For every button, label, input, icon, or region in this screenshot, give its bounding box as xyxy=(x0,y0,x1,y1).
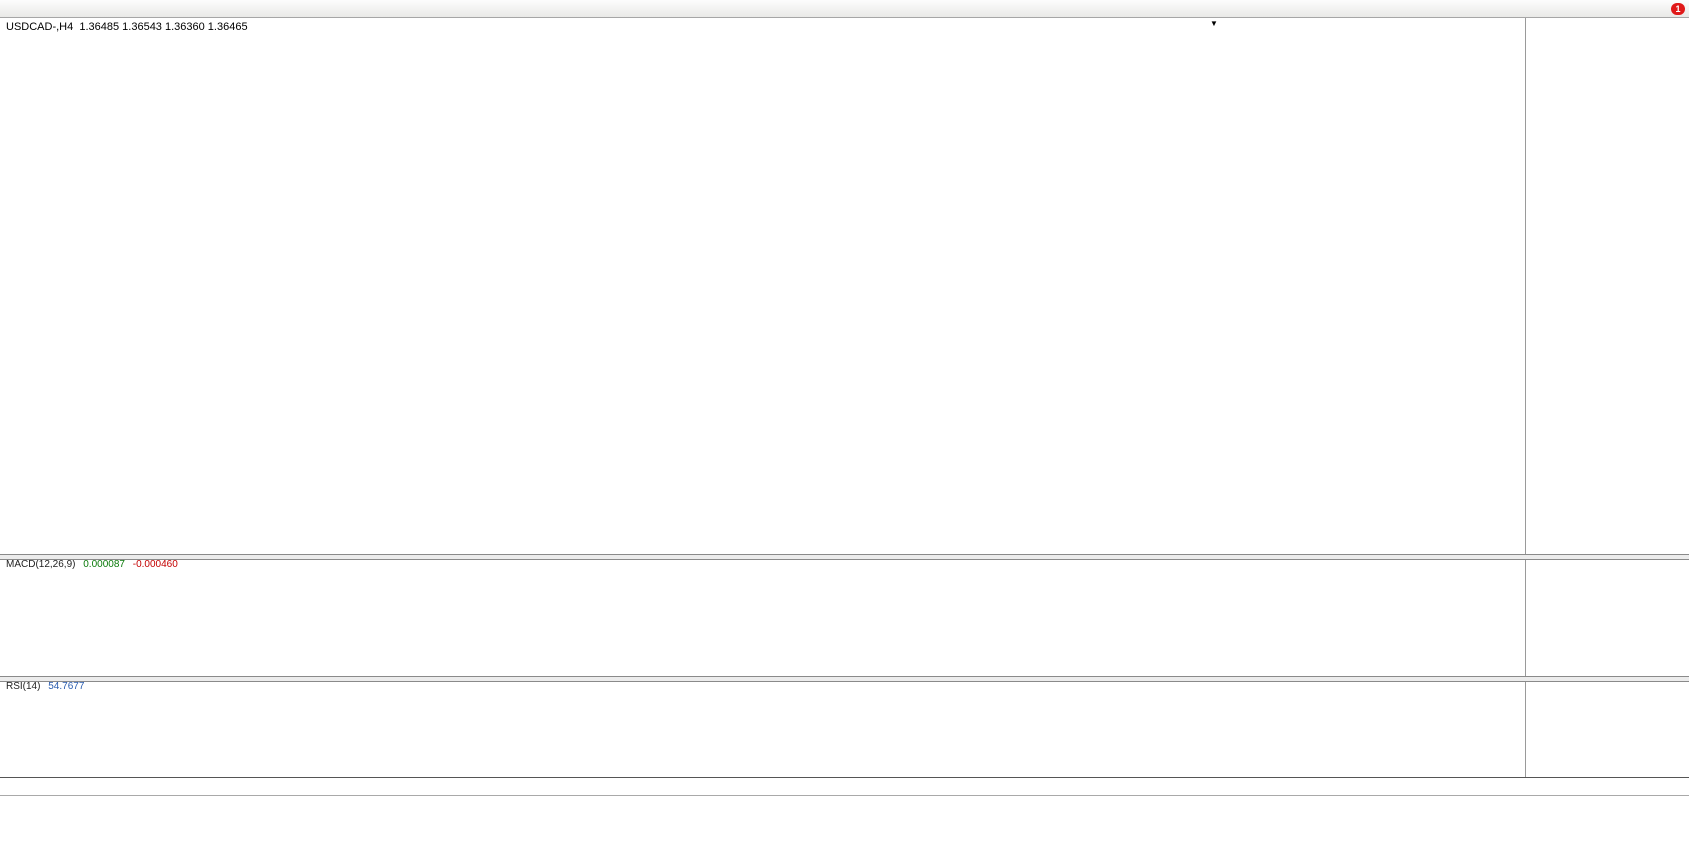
macd-name: MACD(12,26,9) xyxy=(6,559,76,570)
panel-splitter-rsi[interactable] xyxy=(0,676,1689,682)
rsi-name: RSI(14) xyxy=(6,681,41,692)
chart-title: USDCAD-,H4 1.36485 1.36543 1.36360 1.364… xyxy=(6,21,248,33)
chart-window[interactable]: USDCAD-,H4 1.36485 1.36543 1.36360 1.364… xyxy=(0,18,1689,858)
rsi-value: 54.7677 xyxy=(48,681,85,692)
notification-badge[interactable]: 1 xyxy=(1671,3,1685,15)
chart-shift-marker[interactable]: ▼ xyxy=(1210,19,1218,28)
main-toolbar: 1 xyxy=(0,0,1689,18)
time-axis[interactable] xyxy=(0,777,1689,796)
price-axis[interactable] xyxy=(1525,18,1526,777)
macd-signal-value: -0.000460 xyxy=(132,559,178,570)
panel-splitter-macd[interactable] xyxy=(0,554,1689,560)
macd-label: MACD(12,26,9) 0.000087 -0.000460 xyxy=(6,559,183,570)
macd-value: 0.000087 xyxy=(83,559,125,570)
toolbar-right: 1 xyxy=(1667,0,1685,18)
rsi-label: RSI(14) 54.7677 xyxy=(6,681,89,692)
